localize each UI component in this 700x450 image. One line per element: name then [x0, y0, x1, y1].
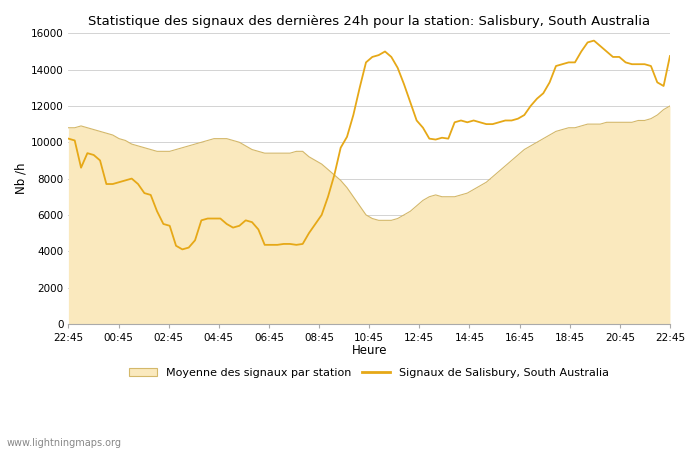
Y-axis label: Nb /h: Nb /h [15, 163, 28, 194]
Title: Statistique des signaux des dernières 24h pour la station: Salisbury, South Aust: Statistique des signaux des dernières 24… [88, 15, 650, 28]
X-axis label: Heure: Heure [351, 344, 387, 357]
Legend: Moyenne des signaux par station, Signaux de Salisbury, South Australia: Moyenne des signaux par station, Signaux… [125, 363, 613, 382]
Text: www.lightningmaps.org: www.lightningmaps.org [7, 438, 122, 448]
